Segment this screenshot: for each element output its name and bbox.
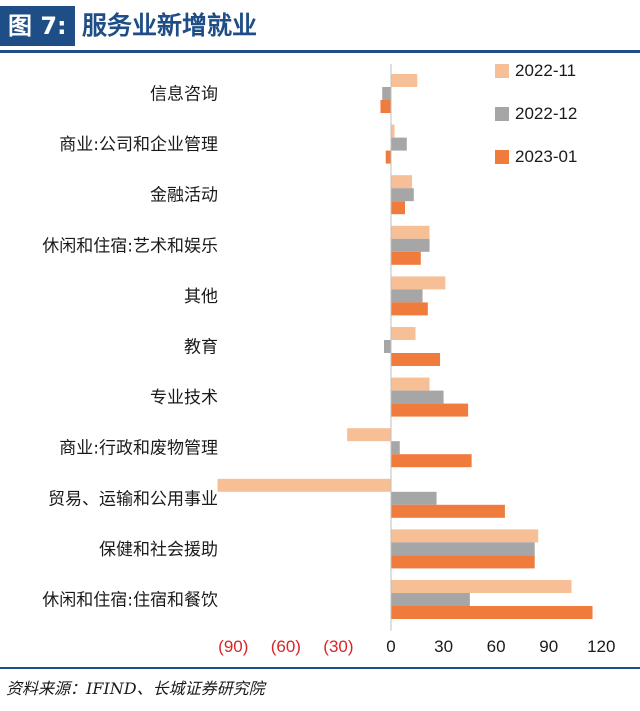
bar xyxy=(382,87,391,100)
bar xyxy=(391,454,472,468)
footer-rule xyxy=(0,667,640,669)
bar xyxy=(391,353,441,366)
legend-label: 2022-12 xyxy=(515,104,577,123)
bar xyxy=(391,529,539,543)
x-tick-label: 0 xyxy=(386,637,395,656)
category-label: 教育 xyxy=(184,338,218,358)
bar xyxy=(347,428,391,442)
bar xyxy=(391,403,469,417)
bar xyxy=(391,606,593,619)
legend-swatch xyxy=(495,107,509,121)
header-bar xyxy=(0,0,640,50)
bar-chart: 信息咨询商业:公司和企业管理金融活动休闲和住宿:艺术和娱乐其他教育专业技术商业:… xyxy=(42,61,615,656)
bar xyxy=(391,137,407,151)
x-tick-label: 60 xyxy=(487,637,506,656)
category-label: 金融活动 xyxy=(150,186,218,206)
category-label: 休闲和住宿:住宿和餐饮 xyxy=(42,591,218,611)
category-label: 保健和社会援助 xyxy=(99,540,218,560)
bar xyxy=(391,555,535,569)
bar xyxy=(391,302,428,316)
legend-label: 2022-11 xyxy=(515,61,576,80)
bar xyxy=(391,225,430,239)
x-tick-label: (90) xyxy=(218,637,248,656)
bar xyxy=(391,74,418,87)
x-tick-label: 90 xyxy=(539,637,558,656)
category-label: 贸易、运输和公用事业 xyxy=(48,489,218,509)
bar xyxy=(391,390,444,404)
bar xyxy=(391,377,430,391)
bar xyxy=(391,201,406,215)
category-label: 信息咨询 xyxy=(150,85,218,105)
legend-label: 2023-01 xyxy=(515,147,577,166)
x-tick-label: (60) xyxy=(271,637,301,656)
x-tick-label: 120 xyxy=(587,637,615,656)
bar xyxy=(391,124,395,138)
bar xyxy=(391,238,430,252)
bar xyxy=(391,542,535,556)
category-label: 专业技术 xyxy=(150,388,218,408)
bar xyxy=(380,100,391,113)
figure-label: 图 7: xyxy=(0,6,75,46)
figure-title: 服务业新增就业 xyxy=(82,11,258,40)
category-label: 其他 xyxy=(184,287,218,307)
figure-header: 图 7: 服务业新增就业 xyxy=(0,0,640,53)
category-label: 商业:公司和企业管理 xyxy=(59,135,218,155)
x-tick-label: 30 xyxy=(434,637,453,656)
bar xyxy=(391,276,446,290)
bar xyxy=(391,441,400,455)
bar xyxy=(391,175,413,189)
x-tick-label: (30) xyxy=(323,637,353,656)
bar xyxy=(391,251,421,265)
legend-swatch xyxy=(495,150,509,164)
bar xyxy=(391,504,505,518)
header-rule xyxy=(0,50,640,53)
legend-swatch xyxy=(495,64,509,78)
category-label: 商业:行政和废物管理 xyxy=(59,439,218,459)
source-note: 资料来源：IFIND、长城证券研究院 xyxy=(6,679,265,698)
bar xyxy=(217,478,391,492)
bar xyxy=(391,580,572,593)
category-label: 休闲和住宿:艺术和娱乐 xyxy=(42,236,218,256)
bar xyxy=(391,491,437,505)
bar xyxy=(391,327,416,340)
bar xyxy=(385,150,391,164)
bar xyxy=(391,188,414,202)
bar xyxy=(383,340,391,353)
bar xyxy=(391,289,423,303)
bar xyxy=(391,593,470,606)
